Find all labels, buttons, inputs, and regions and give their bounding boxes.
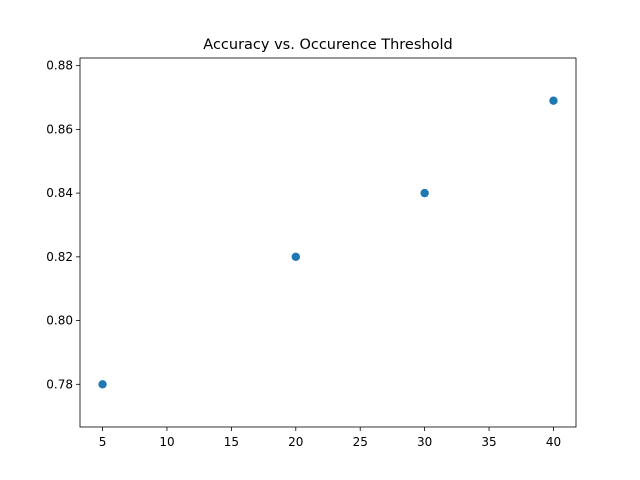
x-tick-label: 10 [159, 435, 174, 449]
y-tick-label: 0.80 [46, 314, 73, 328]
data-point [291, 252, 300, 262]
plot-area: 5 10 15 20 25 30 35 40 0.78 0.80 0.82 0.84 0.86 0.88 [46, 57, 577, 449]
y-tick-label: 0.88 [46, 59, 73, 73]
x-tick-label: 5 [99, 435, 107, 449]
y-tick-label: 0.86 [46, 122, 73, 136]
x-tick-label: 40 [546, 435, 561, 449]
x-tick-label: 20 [288, 435, 303, 449]
y-tick-label: 0.82 [46, 250, 73, 264]
x-tick-label: 15 [224, 435, 239, 449]
axes-frame [79, 57, 577, 428]
data-point [549, 96, 558, 105]
data-point [420, 188, 429, 198]
y-tick-label: 0.78 [46, 377, 73, 391]
x-tick-label: 35 [481, 435, 496, 449]
x-tick-label: 25 [353, 435, 368, 449]
x-tick-label: 30 [417, 435, 432, 449]
chart-title: Accuracy vs. Occurence Threshold [203, 37, 452, 53]
data-point [98, 380, 107, 389]
y-tick-label: 0.84 [46, 186, 73, 200]
